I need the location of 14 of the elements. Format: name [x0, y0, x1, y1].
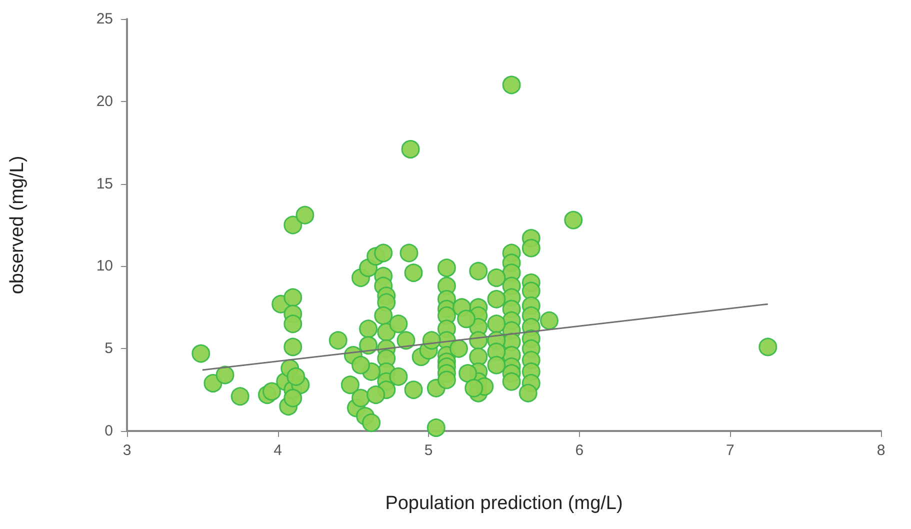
x-tick-label: 3	[122, 442, 132, 459]
y-axis-title: observed (mg/L)	[7, 156, 28, 294]
y-tick-label: 10	[96, 258, 113, 275]
x-tick-label: 5	[424, 442, 433, 459]
y-tick-label: 0	[104, 422, 113, 440]
y-tick-label: 20	[96, 92, 113, 110]
x-tick-label: 4	[274, 442, 282, 459]
x-tick-label: 8	[876, 442, 886, 459]
y-tick-label: 25	[96, 10, 113, 28]
y-tick-label: 15	[96, 175, 113, 192]
x-tick-label: 6	[575, 442, 584, 459]
x-axis-title: Population prediction (mg/L)	[385, 493, 623, 514]
x-tick-label: 7	[726, 442, 734, 459]
y-tick-label: 5	[104, 340, 113, 358]
